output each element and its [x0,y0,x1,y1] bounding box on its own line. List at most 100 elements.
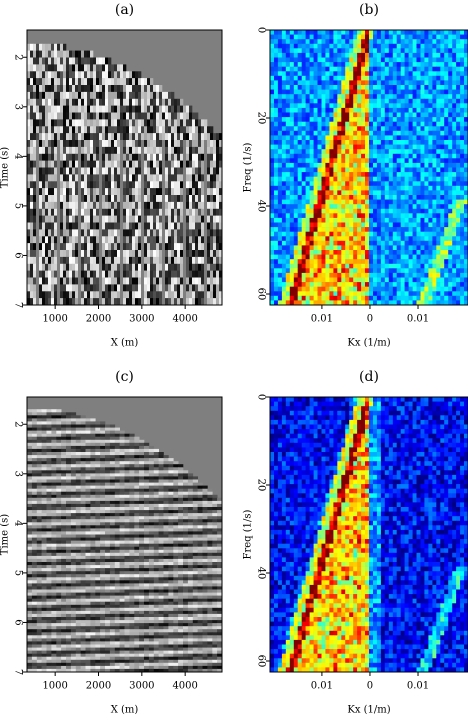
texture-cell [448,58,452,63]
texture-cell [54,278,57,285]
texture-cell [274,35,278,40]
texture-cell [452,58,456,63]
texture-cell [417,204,421,209]
texture-cell [413,135,417,140]
texture-cell [171,250,174,257]
texture-cell [302,181,306,186]
texture-cell [165,188,168,195]
texture-cell [357,172,361,177]
texture-cell [165,243,168,250]
texture-cell [39,78,42,85]
texture-cell [337,259,341,264]
texture-cell [114,71,117,78]
texture-cell [39,243,42,250]
texture-cell [210,181,213,188]
texture-cell [117,209,120,216]
texture-cell [417,190,421,195]
texture-cell [298,158,302,163]
texture-cell [72,71,75,78]
texture-cell [96,92,99,99]
texture-cell [147,188,150,195]
texture-cell [201,250,204,257]
texture-cell [349,209,353,214]
texture-cell [460,76,464,81]
texture-cell [39,174,42,181]
texture-cell [78,271,81,278]
texture-cell [192,174,195,181]
texture-cell [341,223,345,228]
texture-cell [409,282,413,287]
texture-cell [132,161,135,168]
texture-cell [123,271,126,278]
texture-cell [147,99,150,106]
texture-cell [405,241,409,246]
texture-cell [132,168,135,175]
texture-cell [123,113,126,120]
texture-cell [282,90,286,95]
texture-cell [349,195,353,200]
texture-cell [204,264,207,271]
texture-cell [183,126,186,133]
texture-cell [189,223,192,230]
texture-cell [357,213,361,218]
texture-cell [377,94,381,99]
texture-cell [48,71,51,78]
texture-cell [183,113,186,120]
texture-cell [401,35,405,40]
texture-cell [361,227,365,232]
texture-cell [421,53,425,58]
texture-cell [54,78,57,85]
texture-cell [417,278,421,283]
texture-cell [341,145,345,150]
texture-cell [290,232,294,237]
texture-cell [54,250,57,257]
texture-cell [353,218,357,223]
texture-cell [341,48,345,53]
texture-cell [298,177,302,182]
texture-cell [207,264,210,271]
texture-cell [290,131,294,136]
texture-cell [150,223,153,230]
texture-cell [401,90,405,95]
texture-cell [174,181,177,188]
texture-cell [440,80,444,85]
texture-cell [325,200,329,205]
texture-cell [33,264,36,271]
texture-cell [207,278,210,285]
texture-cell [108,85,111,92]
texture-cell [385,255,389,260]
texture-cell [357,117,361,122]
texture-cell [349,90,353,95]
texture-cell [341,103,345,108]
texture-cell [81,64,84,71]
texture-cell [141,257,144,264]
texture-cell [353,163,357,168]
texture-cell [377,154,381,159]
texture-cell [177,229,180,236]
texture-cell [424,236,428,241]
texture-cell [48,229,51,236]
texture-cell [114,113,117,120]
texture-cell [210,161,213,168]
texture-cell [42,85,45,92]
texture-cell [144,174,147,181]
texture-cell [144,140,147,147]
texture-cell [174,113,177,120]
texture-cell [274,67,278,72]
texture-cell [75,133,78,140]
texture-cell [81,51,84,58]
texture-cell [54,229,57,236]
texture-cell [30,71,33,78]
texture-cell [456,53,460,58]
texture-cell [381,117,385,122]
texture-cell [183,264,186,271]
texture-cell [30,44,33,51]
texture-cell [436,213,440,218]
texture-cell [57,181,60,188]
texture-cell [314,53,318,58]
texture-cell [114,202,117,209]
texture-cell [69,284,72,291]
texture-cell [195,209,198,216]
texture-cell [105,202,108,209]
texture-cell [322,268,326,273]
